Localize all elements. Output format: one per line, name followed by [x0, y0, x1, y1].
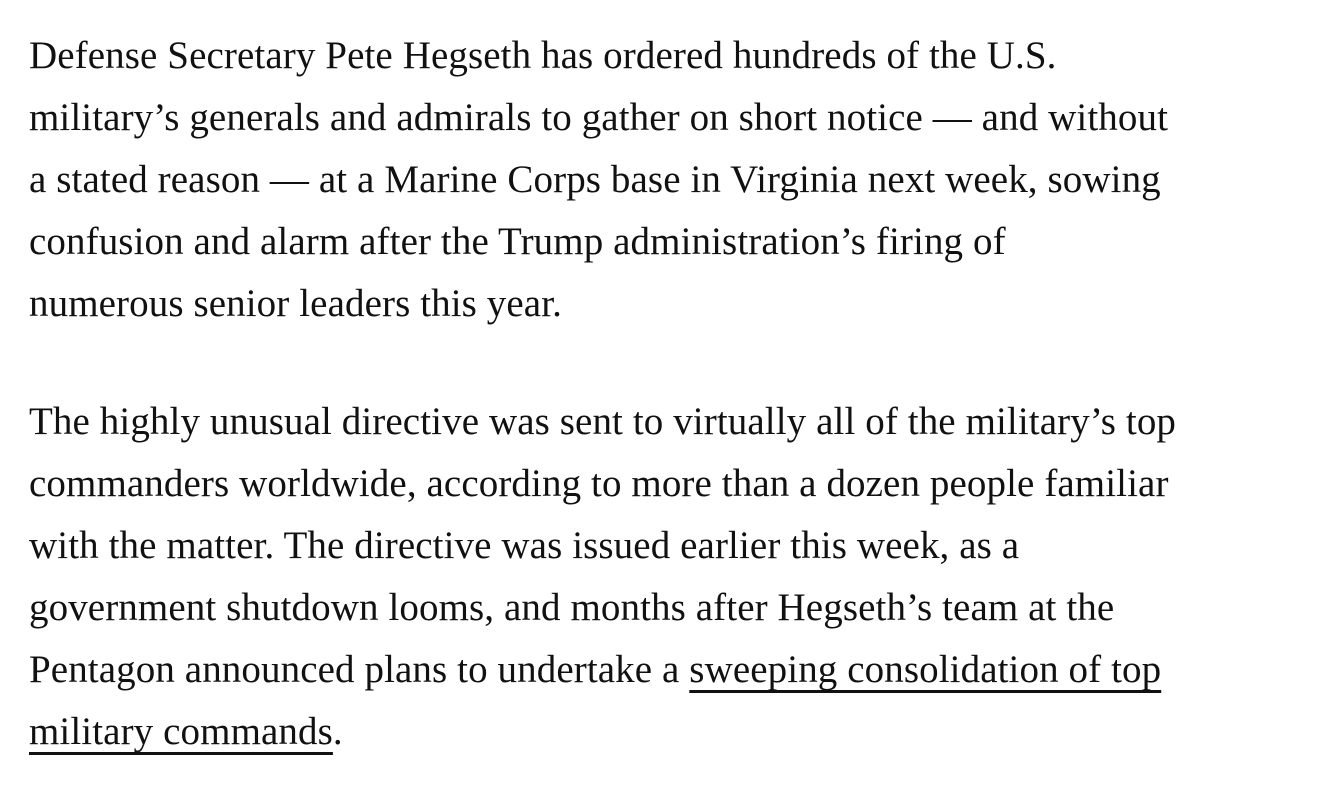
text-segment: commanders worldwide, according to more … [29, 462, 1169, 505]
text-line: military commands. [29, 701, 1336, 763]
text-line: Pentagon announced plans to undertake a … [29, 639, 1336, 701]
text-line: a stated reason — at a Marine Corps base… [29, 149, 1336, 211]
text-segment: a stated reason — at a Marine Corps base… [29, 158, 1161, 201]
text-segment: military’s generals and admirals to gath… [29, 96, 1169, 139]
text-segment: The highly unusual directive was sent to… [29, 400, 1177, 443]
text-segment: Defense Secretary Pete Hegseth has order… [29, 34, 1057, 77]
text-segment: confusion and alarm after the Trump admi… [29, 220, 1006, 263]
text-line: with the matter. The directive was issue… [29, 515, 1336, 577]
article-link[interactable]: military commands [29, 710, 333, 753]
text-segment: Pentagon announced plans to undertake a [29, 648, 690, 691]
article-body: Defense Secretary Pete Hegseth has order… [29, 25, 1336, 763]
text-line: military’s generals and admirals to gath… [29, 87, 1336, 149]
text-line: government shutdown looms, and months af… [29, 577, 1336, 639]
text-segment: numerous senior leaders this year. [29, 282, 563, 325]
paragraph-1: Defense Secretary Pete Hegseth has order… [29, 25, 1336, 335]
text-line: Defense Secretary Pete Hegseth has order… [29, 25, 1336, 87]
text-segment: with the matter. The directive was issue… [29, 524, 1020, 567]
text-line: confusion and alarm after the Trump admi… [29, 211, 1336, 273]
text-segment: government shutdown looms, and months af… [29, 586, 1115, 629]
paragraph-2: The highly unusual directive was sent to… [29, 391, 1336, 763]
text-line: numerous senior leaders this year. [29, 273, 1336, 335]
text-segment: . [332, 710, 343, 753]
article-link[interactable]: sweeping consolidation of top [689, 648, 1162, 691]
text-line: commanders worldwide, according to more … [29, 453, 1336, 515]
text-line: The highly unusual directive was sent to… [29, 391, 1336, 453]
